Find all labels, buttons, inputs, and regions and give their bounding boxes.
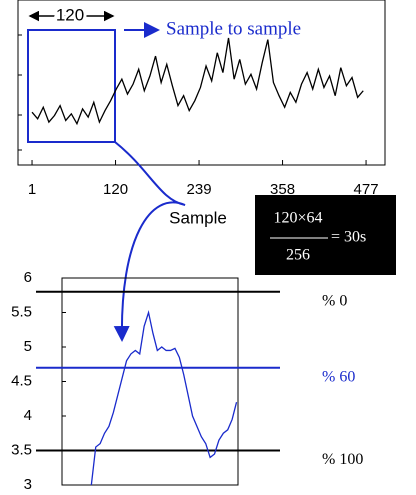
numerator: 120×64 bbox=[273, 210, 322, 227]
formula-box bbox=[255, 195, 396, 275]
x-tick-label: 239 bbox=[187, 181, 212, 198]
y-tick-label: 4 bbox=[24, 407, 32, 424]
window-label: 120 bbox=[56, 5, 84, 24]
data-line bbox=[90, 309, 238, 486]
reference-label: % 60 bbox=[322, 368, 355, 385]
x-tick-label: 120 bbox=[103, 181, 128, 198]
arrow-label: Sample to sample bbox=[166, 18, 301, 39]
y-tick-label: 4.5 bbox=[11, 372, 32, 389]
y-tick-label: 5 bbox=[24, 338, 32, 355]
result: = 30s bbox=[331, 229, 366, 246]
window-box bbox=[27, 29, 116, 143]
x-tick-label: 477 bbox=[354, 181, 379, 198]
top-frame bbox=[17, 0, 386, 166]
reference-label: % 100 bbox=[322, 451, 363, 468]
x-tick-label: 1 bbox=[28, 181, 36, 198]
y-tick-label: 6 bbox=[24, 269, 32, 286]
reference-label: % 0 bbox=[322, 292, 347, 309]
y-tick-label: 3.5 bbox=[11, 441, 32, 458]
x-tick-label: 358 bbox=[270, 181, 295, 198]
y-tick-label: 3 bbox=[24, 476, 32, 493]
zoom-arrow bbox=[113, 141, 186, 342]
denominator: 256 bbox=[286, 247, 310, 264]
x-axis-label: Sample bbox=[169, 208, 227, 227]
y-tick-label: 5.5 bbox=[11, 303, 32, 320]
data-line bbox=[31, 37, 364, 126]
bottom-frame bbox=[61, 277, 239, 486]
